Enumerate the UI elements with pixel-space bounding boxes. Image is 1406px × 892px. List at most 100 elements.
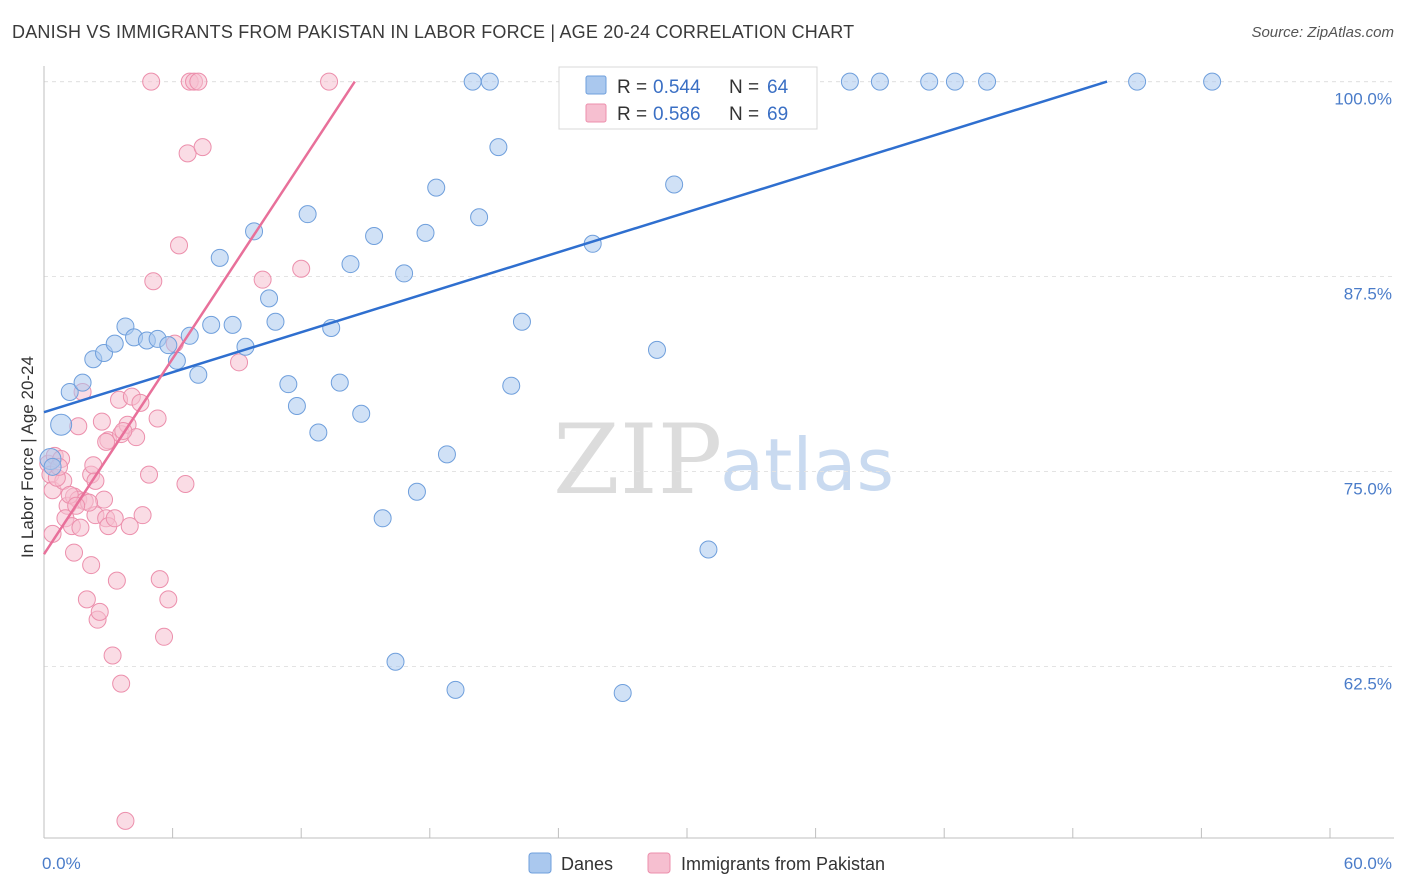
x-tick-label-min: 0.0%: [42, 854, 81, 873]
pakistan-point: [144, 272, 163, 291]
pakistan-point: [253, 270, 272, 289]
danes-point: [287, 396, 306, 415]
danes-point: [463, 72, 482, 91]
pakistan-point: [292, 259, 311, 278]
danes-point: [427, 178, 446, 197]
pakistan-point: [148, 409, 167, 428]
bottom-legend-pakistan-swatch: [647, 852, 671, 874]
danes-point: [920, 72, 939, 91]
danes-point: [1128, 72, 1147, 91]
legend-danes-r-label: R =: [617, 77, 647, 98]
pakistan-point: [133, 506, 152, 525]
pakistan-point: [92, 412, 111, 431]
pakistan-point: [82, 556, 101, 575]
trendlines: [42, 80, 1108, 555]
danes-point: [647, 340, 666, 359]
pakistan-point: [176, 474, 195, 493]
correlation-legend: R = 0.544 N = 64 R = 0.586 N = 69: [558, 66, 818, 130]
legend-pakistan-n-value: 69: [767, 104, 788, 125]
pakistan-point: [97, 432, 116, 451]
y-tick-label: 75.0%: [1344, 479, 1392, 498]
pakistan-point: [320, 72, 339, 91]
source-label: Source: ZipAtlas.com: [1251, 24, 1394, 41]
y-tick-label: 87.5%: [1344, 285, 1392, 304]
danes-point: [470, 208, 489, 227]
pakistan-point: [71, 518, 90, 537]
danes-series: [39, 72, 1222, 702]
danes-point: [512, 312, 531, 331]
danes-point: [840, 72, 859, 91]
legend-danes-n-value: 64: [767, 77, 789, 98]
pakistan-point: [155, 627, 174, 646]
watermark-zip: ZIP: [553, 404, 722, 516]
danes-point: [386, 652, 405, 671]
danes-point: [73, 373, 92, 392]
pakistan-point: [193, 138, 212, 157]
danes-point: [613, 683, 632, 702]
pakistan-point: [230, 353, 249, 372]
danes-point: [1203, 72, 1222, 91]
pakistan-point: [112, 674, 131, 693]
pakistan-point: [140, 465, 159, 484]
pakistan-point: [159, 590, 178, 609]
legend-pakistan-r-value: 0.586: [653, 104, 701, 125]
legend-danes-n-label: N =: [729, 77, 759, 98]
pakistan-point: [103, 646, 122, 665]
pakistan-point: [65, 543, 84, 562]
danes-point: [223, 315, 242, 334]
pakistan-point: [90, 602, 109, 621]
danes-point: [189, 365, 208, 384]
danes-point: [480, 72, 499, 91]
pakistan-point: [116, 811, 135, 830]
danes-point: [395, 264, 414, 283]
danes-point: [502, 376, 521, 395]
pakistan-point: [120, 517, 139, 536]
danes-point: [446, 680, 465, 699]
danes-point: [159, 336, 178, 355]
pakistan-point: [170, 236, 189, 255]
danes-point: [298, 205, 317, 224]
gridlines: [44, 81, 1394, 667]
pakistan-point: [69, 417, 88, 436]
legend-danes-swatch: [585, 75, 607, 95]
bottom-legend-pakistan-label: Immigrants from Pakistan: [681, 854, 885, 874]
pakistan-point: [189, 72, 208, 91]
danes-trendline: [43, 80, 1108, 414]
danes-point: [365, 226, 384, 245]
x-tick-label-max: 60.0%: [1344, 854, 1392, 873]
legend-pakistan-n-label: N =: [729, 104, 759, 125]
pakistan-trendline: [42, 80, 356, 555]
legend-pakistan-r-label: R =: [617, 104, 647, 125]
danes-point: [341, 255, 360, 274]
bottom-legend-danes-swatch: [528, 852, 552, 874]
pakistan-point: [178, 144, 197, 163]
y-axis-label: In Labor Force | Age 20-24: [18, 356, 37, 558]
danes-point: [60, 382, 79, 401]
danes-point: [489, 138, 508, 157]
danes-point: [665, 175, 684, 194]
danes-point: [309, 423, 328, 442]
pakistan-point: [105, 509, 124, 528]
danes-point: [352, 404, 371, 423]
danes-point: [978, 72, 997, 91]
pakistan-point: [107, 571, 126, 590]
y-tick-label: 100.0%: [1334, 90, 1392, 109]
pakistan-point: [150, 570, 169, 589]
chart-title: DANISH VS IMMIGRANTS FROM PAKISTAN IN LA…: [12, 22, 855, 42]
pakistan-point: [95, 490, 114, 509]
danes-point: [945, 72, 964, 91]
legend-danes-r-value: 0.544: [653, 77, 701, 98]
danes-point: [266, 312, 285, 331]
bottom-legend-danes-label: Danes: [561, 854, 613, 874]
danes-point: [407, 482, 426, 501]
danes-point: [43, 457, 62, 476]
pakistan-point: [131, 393, 150, 412]
danes-point: [699, 540, 718, 559]
pakistan-point: [142, 72, 161, 91]
danes-point: [279, 375, 298, 394]
legend-pakistan-swatch: [585, 103, 607, 123]
watermark-atlas: atlas: [720, 423, 894, 507]
danes-point: [416, 223, 435, 242]
y-tick-label: 62.5%: [1344, 674, 1392, 693]
